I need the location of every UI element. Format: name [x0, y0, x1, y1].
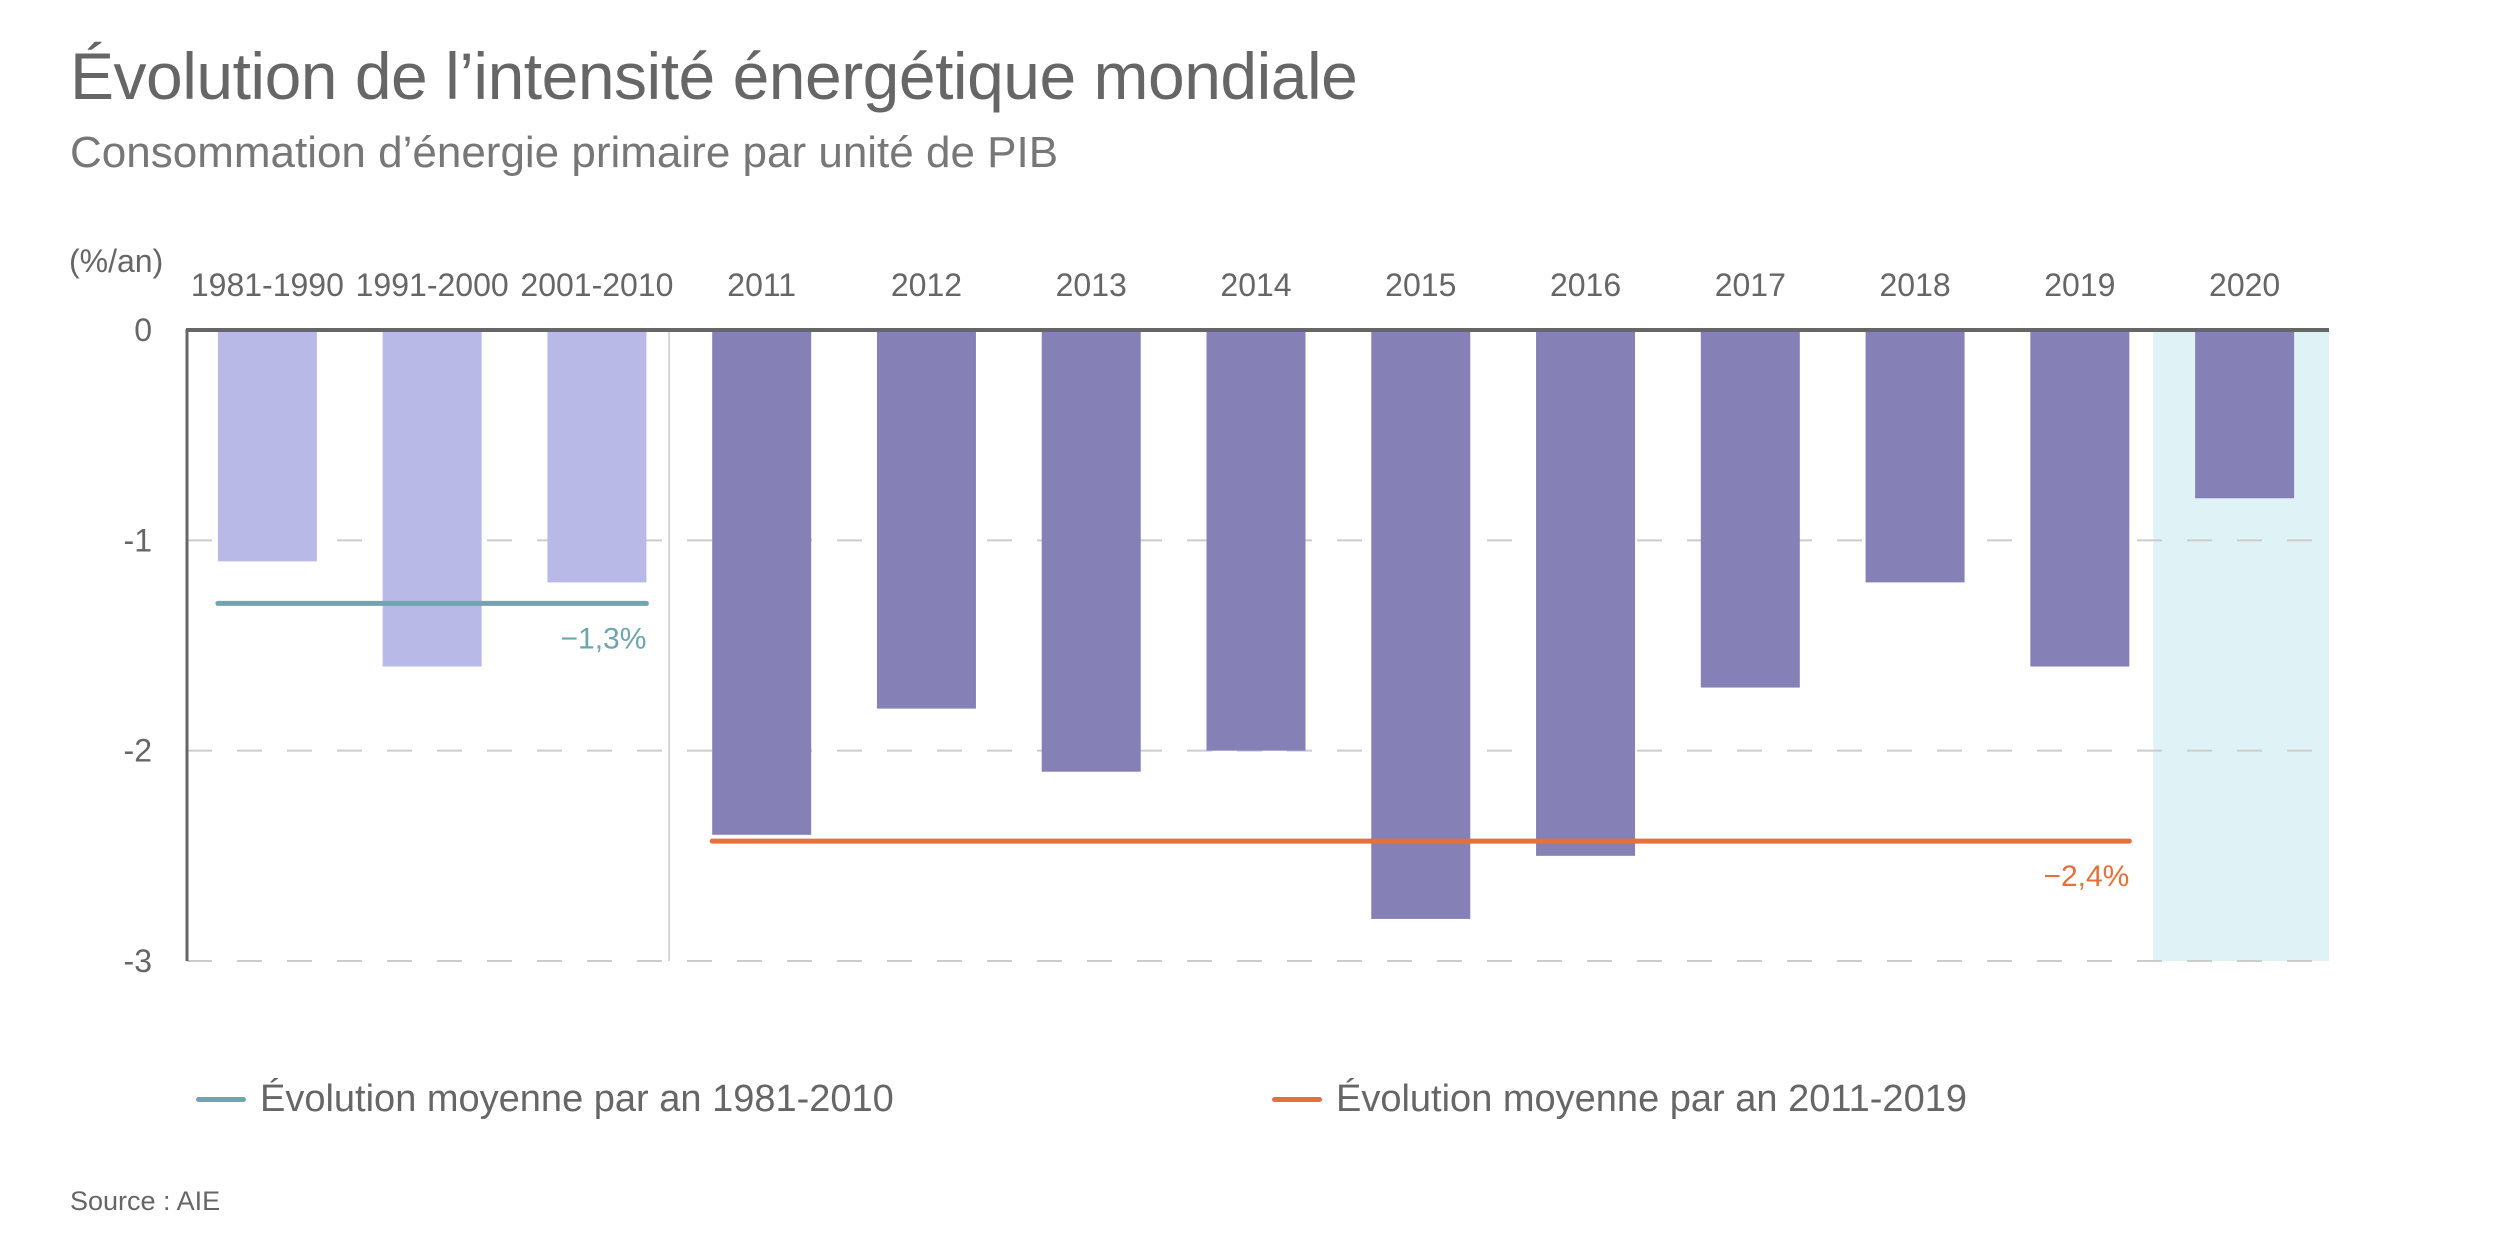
chart-subtitle: Consommation d’énergie primaire par unit…	[70, 128, 1059, 177]
y-tick-label: -1	[124, 522, 152, 558]
bar-2001-2010	[547, 330, 647, 583]
bar-2014	[1206, 330, 1306, 751]
legend-label: Évolution moyenne par an 1981-2010	[260, 1078, 894, 1120]
bar-2019	[2030, 330, 2130, 667]
y-axis-unit-label: (%/an)	[69, 243, 163, 279]
legend-item-avg-2011-2019: Évolution moyenne par an 2011-2019	[1272, 1078, 1967, 1121]
bar-2020	[2195, 330, 2295, 499]
y-tick-label: 0	[134, 312, 152, 348]
bars	[217, 330, 2295, 919]
labels: 0 -1 -2 -3 1981-1990 1991-2000 2001-2010 2011 20…	[69, 243, 2280, 979]
x-tick-label: 2020	[2209, 267, 2280, 303]
reference-line-label: −1,3%	[561, 622, 647, 655]
reference-line-label: −2,4%	[2043, 860, 2129, 893]
chart-title: Évolution de l’intensité énergétique mon…	[70, 39, 1358, 113]
x-tick-label: 2014	[1220, 267, 1291, 303]
x-tick-label: 2016	[1550, 267, 1621, 303]
x-tick-label: 2018	[1879, 267, 1950, 303]
x-tick-label: 2011	[727, 267, 796, 303]
legend-swatch-teal-line-icon	[196, 1097, 246, 1102]
bar-1991-2000	[382, 330, 482, 667]
legend-label: Évolution moyenne par an 2011-2019	[1336, 1078, 1967, 1120]
reference-lines	[215, 600, 2132, 844]
y-tick-label: -2	[124, 733, 152, 769]
x-tick-label: 1981-1990	[191, 267, 344, 303]
x-tick-label: 2001-2010	[520, 267, 673, 303]
x-tick-label: 2019	[2044, 267, 2115, 303]
x-tick-label: 1991-2000	[356, 267, 509, 303]
x-tick-label: 2017	[1715, 267, 1786, 303]
bar-1981-1990	[217, 330, 317, 562]
x-tick-label: 2012	[891, 267, 962, 303]
x-tick-label: 2015	[1385, 267, 1456, 303]
bar-2016	[1536, 330, 1636, 856]
bar-2015	[1371, 330, 1471, 919]
legend-item-avg-1981-2010: Évolution moyenne par an 1981-2010	[196, 1078, 894, 1121]
legend-swatch-orange-line-icon	[1272, 1097, 1322, 1102]
bar-2018	[1865, 330, 1965, 583]
x-tick-label: 2013	[1056, 267, 1127, 303]
bar-2011	[712, 330, 812, 835]
bar-2017	[1700, 330, 1800, 688]
axes	[185, 328, 2329, 961]
y-tick-label: -3	[124, 943, 152, 979]
source-note: Source : AIE	[70, 1186, 221, 1216]
bar-2013	[1041, 330, 1141, 772]
bar-2012	[876, 330, 976, 709]
